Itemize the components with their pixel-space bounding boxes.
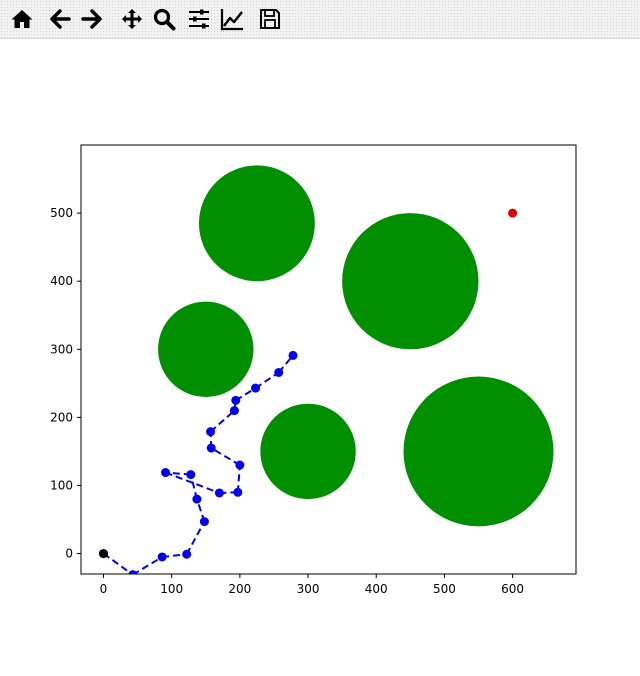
path-node xyxy=(157,552,167,562)
x-tick-label: 200 xyxy=(228,582,251,596)
magnifier-icon xyxy=(153,8,176,31)
path-segment xyxy=(102,552,134,574)
plot-frame xyxy=(80,144,577,575)
y-axis: 0 100 200 300 400 500 xyxy=(50,206,81,561)
goal-point xyxy=(508,208,518,218)
x-tick-label: 100 xyxy=(160,582,183,596)
home-icon xyxy=(11,10,33,28)
move-icon xyxy=(122,9,142,29)
path-segment xyxy=(185,521,206,555)
home-button[interactable] xyxy=(8,6,36,32)
obstacle-circle-5 xyxy=(403,376,554,527)
obstacles xyxy=(158,165,554,527)
back-button[interactable] xyxy=(46,6,74,32)
plot-area xyxy=(80,144,577,575)
y-tick-label: 300 xyxy=(50,342,73,356)
y-tick-label: 0 xyxy=(65,547,73,561)
zoom-button[interactable] xyxy=(150,6,178,32)
start-point xyxy=(99,549,108,559)
path-node xyxy=(235,460,245,470)
path-node xyxy=(229,406,239,416)
sliders-icon xyxy=(189,9,209,29)
path-node xyxy=(206,443,216,453)
path-node xyxy=(192,494,202,504)
path-node xyxy=(206,427,216,437)
path-segment xyxy=(165,471,220,494)
path-node xyxy=(231,395,241,405)
toolbar xyxy=(0,0,640,39)
x-tick-label: 300 xyxy=(297,582,320,596)
x-tick-label: 500 xyxy=(433,582,456,596)
path-node xyxy=(214,488,224,498)
obstacle-circle-4 xyxy=(260,403,356,500)
arrow-left-icon xyxy=(50,9,71,29)
path-node xyxy=(274,367,284,377)
obstacle-circle-3 xyxy=(342,213,479,350)
path-node xyxy=(233,487,243,497)
obstacle-circle-1 xyxy=(198,165,315,282)
y-tick-label: 500 xyxy=(50,206,73,220)
path-node xyxy=(182,549,192,559)
path-node xyxy=(128,570,138,574)
path-node xyxy=(288,350,298,360)
path-node xyxy=(186,470,196,480)
path-node xyxy=(251,383,261,393)
path-segment xyxy=(236,464,241,493)
configure-subplots-button[interactable] xyxy=(185,6,213,32)
floppy-disk-icon xyxy=(260,9,280,29)
y-tick-label: 100 xyxy=(50,478,73,492)
path-segment xyxy=(132,556,163,574)
path-segment xyxy=(254,371,280,389)
x-tick-label: 400 xyxy=(365,582,388,596)
y-tick-label: 200 xyxy=(50,410,73,424)
y-tick-label: 400 xyxy=(50,274,73,288)
x-tick-label: 600 xyxy=(501,582,524,596)
markers xyxy=(99,208,518,559)
x-axis: 0 100 200 300 400 500 600 xyxy=(100,574,524,596)
x-tick-label: 0 xyxy=(100,582,108,596)
edit-axis-button[interactable] xyxy=(218,6,246,32)
figure-canvas: 0 100 200 300 400 500 600 0 100 200 300 400 500 xyxy=(50,144,577,596)
path-node xyxy=(161,468,171,478)
arrow-right-icon xyxy=(81,9,102,29)
path-segment xyxy=(210,447,241,466)
obstacle-circle-2 xyxy=(158,301,254,397)
line-chart-icon xyxy=(220,9,243,31)
pan-button[interactable] xyxy=(118,6,146,32)
forward-button[interactable] xyxy=(78,6,106,32)
save-button[interactable] xyxy=(256,6,284,32)
path-node xyxy=(199,517,209,527)
path-segment xyxy=(209,409,236,433)
